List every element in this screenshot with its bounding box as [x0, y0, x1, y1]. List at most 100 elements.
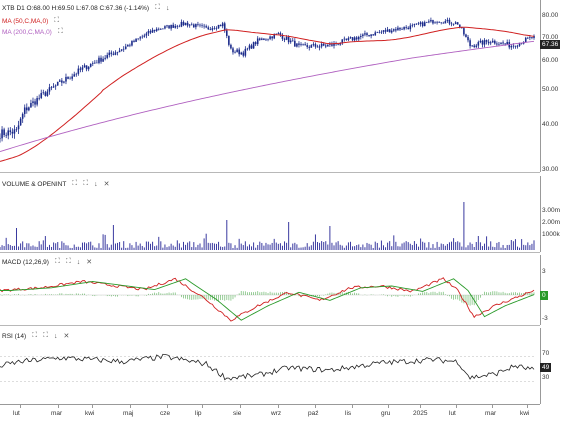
expand-icon[interactable]: ⛶ [43, 332, 49, 339]
candle-body [362, 34, 364, 37]
candle-body [281, 35, 284, 39]
candle-body [496, 43, 498, 45]
macd-y-axis [540, 255, 564, 325]
candle-body [42, 92, 45, 94]
candle-body [244, 48, 247, 56]
pane-divider[interactable] [0, 252, 540, 253]
candle-body [139, 37, 142, 39]
volume-bar [288, 222, 290, 250]
volume-bar [96, 247, 98, 250]
volume-bar [222, 247, 224, 250]
volume-bar [131, 245, 133, 250]
expand-icon[interactable]: ⛶ [83, 180, 89, 187]
candle-body [527, 37, 529, 39]
candle-body [0, 138, 1, 139]
candle-body [127, 44, 129, 47]
volume-bar [401, 243, 403, 250]
pane-divider[interactable] [0, 172, 540, 173]
rsi-line [0, 353, 535, 381]
chevron-down-icon[interactable]: ↓ [165, 4, 170, 12]
volume-bar [459, 242, 461, 250]
close-icon[interactable]: ✕ [63, 333, 70, 340]
chevron-down-icon[interactable]: ↓ [54, 332, 58, 340]
candle-body [118, 50, 121, 53]
volume-bar [512, 241, 514, 250]
candle-body [339, 43, 341, 45]
volume-bar [228, 242, 230, 250]
volume-bar [300, 247, 302, 250]
volume-bar [7, 244, 9, 250]
volume-bar [218, 241, 220, 250]
candle-body [67, 76, 69, 79]
candle-body [318, 46, 321, 48]
volume-bar [409, 243, 411, 250]
expand-icon[interactable]: ⛶ [32, 332, 38, 339]
volume-bar [308, 246, 310, 250]
expand-icon[interactable]: ⛶ [57, 28, 63, 35]
volume-bar [180, 247, 182, 250]
volume-bar [20, 243, 22, 250]
volume-bar [366, 242, 368, 250]
expand-icon[interactable]: ⛶ [72, 180, 78, 187]
candle-body [162, 28, 164, 30]
volume-bar [504, 247, 506, 250]
candle-body [524, 37, 527, 43]
candle-body [413, 24, 416, 26]
volume-ytick: 3.00m [542, 207, 561, 214]
candle-body [378, 32, 381, 33]
x-axis-label: kwi [85, 410, 95, 417]
volume-bar [88, 242, 90, 250]
candle-body [349, 37, 352, 39]
volume-bar [380, 240, 382, 250]
volume-bar [284, 241, 286, 250]
candle-body [271, 36, 273, 39]
expand-icon[interactable]: ⛶ [54, 258, 60, 265]
pane-divider[interactable] [0, 325, 540, 326]
candle-body [94, 62, 96, 64]
candle-body [201, 25, 203, 26]
price-pane: XTB D1 O:68.00 H:69.50 L:67.08 C:67.36 (… [0, 0, 564, 173]
volume-bar [141, 245, 143, 250]
volume-bar [143, 247, 145, 250]
x-tick [352, 405, 353, 408]
volume-bar [321, 241, 323, 250]
candle-body [273, 34, 276, 39]
candle-body [58, 80, 61, 82]
close-icon[interactable]: ✕ [86, 259, 93, 266]
volume-bar [405, 241, 407, 250]
candle-body [458, 24, 461, 28]
volume-bar [290, 247, 292, 250]
chevron-down-icon[interactable]: ↓ [94, 180, 98, 188]
candle-body [314, 44, 317, 47]
expand-icon[interactable]: ⛶ [54, 17, 60, 24]
expand-icon[interactable]: ⛶ [155, 4, 160, 11]
volume-bar [395, 241, 397, 250]
candle-body [386, 29, 389, 32]
volume-bar [11, 246, 13, 250]
expand-icon[interactable]: ⛶ [65, 258, 71, 265]
volume-bar [279, 243, 281, 250]
candle-body [403, 27, 405, 30]
volume-bar [442, 244, 444, 250]
candle-body [382, 30, 385, 32]
volume-bar [339, 244, 341, 250]
ma50-legend[interactable]: MA (50,C,MA,0) ⛶ [2, 17, 59, 25]
volume-bar [36, 246, 38, 250]
ma200-legend[interactable]: MA (200,C,MA,0) ⛶ [2, 28, 63, 36]
volume-bar [498, 241, 500, 250]
volume-bar [469, 242, 471, 250]
volume-bar [525, 245, 527, 250]
candle-body [477, 42, 480, 46]
x-tick [527, 405, 528, 408]
chevron-down-icon[interactable]: ↓ [76, 258, 81, 266]
volume-bar [415, 243, 417, 250]
volume-bar [296, 244, 298, 250]
candle-body [141, 36, 144, 38]
candle-body [533, 35, 535, 38]
candle-body [265, 39, 267, 41]
close-icon[interactable]: ✕ [103, 181, 110, 188]
candle-body [36, 98, 38, 105]
volume-bar [150, 243, 152, 250]
volume-bar [471, 243, 473, 250]
candle-body [157, 28, 160, 30]
